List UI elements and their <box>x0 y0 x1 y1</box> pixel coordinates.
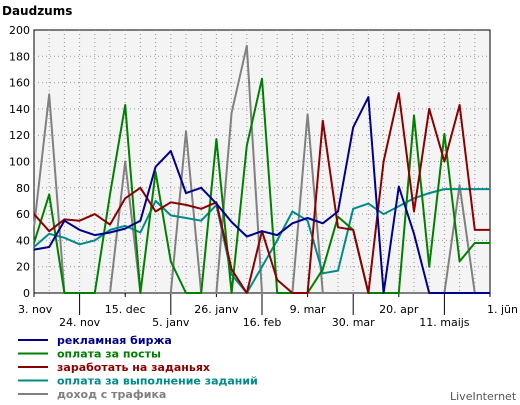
chart-title: Daudzums <box>2 4 72 18</box>
y-tick-label: 140 <box>9 103 30 116</box>
series-line-1 <box>33 77 490 294</box>
x-tick-label: 11. maijs <box>419 316 470 329</box>
series-lines <box>33 44 490 294</box>
y-tick-label: 160 <box>9 77 30 90</box>
x-tick-label: 20. apr <box>379 303 419 316</box>
x-tick-label: 26. janv <box>194 303 239 316</box>
y-tick-label: 20 <box>16 261 30 274</box>
y-tick-label: 80 <box>16 182 30 195</box>
credit-label: LiveInternet <box>450 390 517 403</box>
x-axis: 3. nov 24. nov 15. dec 5. janv 26. janv 16. f… <box>18 293 518 329</box>
y-tick-label: 180 <box>9 50 30 63</box>
x-tick-label: 3. nov <box>18 303 53 316</box>
y-tick-label: 40 <box>16 234 30 247</box>
x-tick-label: 5. janv <box>152 316 190 329</box>
x-tick-label: 15. dec <box>105 303 146 316</box>
x-tick-label: 1. jūn <box>487 303 518 316</box>
legend-label-3: оплата за выполнение заданий <box>57 375 258 388</box>
series-line-4 <box>33 44 490 294</box>
y-tick-label: 200 <box>9 24 30 37</box>
y-tick-label: 0 <box>23 287 30 300</box>
series-line-3 <box>33 188 490 294</box>
legend-label-4: доход с трафика <box>57 388 166 401</box>
x-tick-label: 24. nov <box>59 316 101 329</box>
x-tick-label: 9. mar <box>290 303 326 316</box>
x-tick-label: 30. mar <box>332 316 375 329</box>
x-tick-label: 16. feb <box>243 316 282 329</box>
y-axis: 0 20 40 60 80 100 120 140 160 180 200 <box>9 24 30 300</box>
grid <box>34 30 490 293</box>
legend-label-1: оплата за посты <box>57 348 161 361</box>
series-line-0 <box>33 96 490 294</box>
y-tick-label: 120 <box>9 129 30 142</box>
y-tick-label: 100 <box>9 156 30 169</box>
legend-label-2: заработать на заданьях <box>57 361 210 374</box>
legend-label-0: рекламная биржа <box>57 334 172 347</box>
y-tick-label: 60 <box>16 208 30 221</box>
